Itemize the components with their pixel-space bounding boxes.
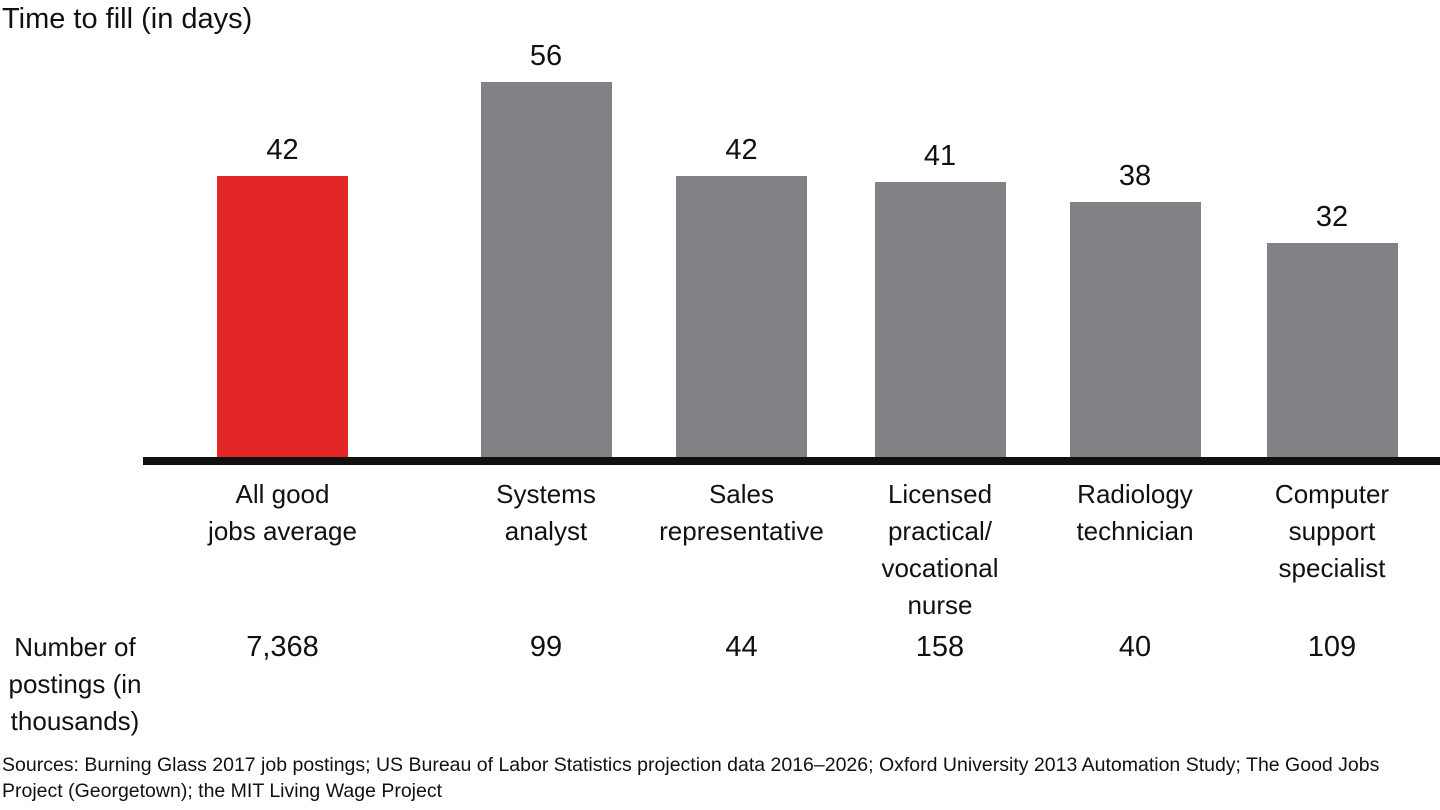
chart-title: Time to fill (in days) bbox=[2, 3, 253, 35]
bar-value-label: 42 bbox=[266, 134, 299, 166]
posting-value: 44 bbox=[725, 631, 758, 663]
posting-value: 7,368 bbox=[246, 631, 319, 663]
category-label: Computer support specialist bbox=[1274, 479, 1390, 583]
x-axis-line bbox=[143, 457, 1440, 465]
bar-rect bbox=[1266, 243, 1398, 457]
bar-rect bbox=[874, 182, 1006, 457]
bar-value-label: 41 bbox=[923, 140, 957, 172]
category-label: Radiology technician bbox=[1076, 479, 1194, 546]
posting-value: 40 bbox=[1118, 631, 1152, 663]
bar-rect bbox=[1069, 202, 1201, 457]
posting-value: 99 bbox=[529, 631, 563, 663]
bar-rect bbox=[676, 176, 807, 457]
category-label: All good jobs average bbox=[208, 479, 357, 546]
postings-row-label: Number of postings (in thousands) bbox=[8, 632, 142, 736]
bar-value-label: 32 bbox=[1315, 201, 1349, 233]
bar-rect bbox=[480, 82, 612, 457]
category-label: Sales representative bbox=[659, 479, 824, 546]
sources-note: Sources: Burning Glass 2017 job postings… bbox=[2, 754, 1380, 802]
posting-value: 158 bbox=[915, 631, 965, 663]
bar-value-label: 38 bbox=[1118, 160, 1152, 192]
bar-highlight bbox=[217, 176, 348, 457]
category-label: Systems analyst bbox=[496, 479, 596, 546]
category-label: Licensed practical/ vocational nurse bbox=[881, 479, 999, 620]
bar-value-label: 56 bbox=[529, 40, 563, 72]
posting-value: 109 bbox=[1307, 631, 1357, 663]
bar-value-label: 42 bbox=[725, 134, 758, 166]
